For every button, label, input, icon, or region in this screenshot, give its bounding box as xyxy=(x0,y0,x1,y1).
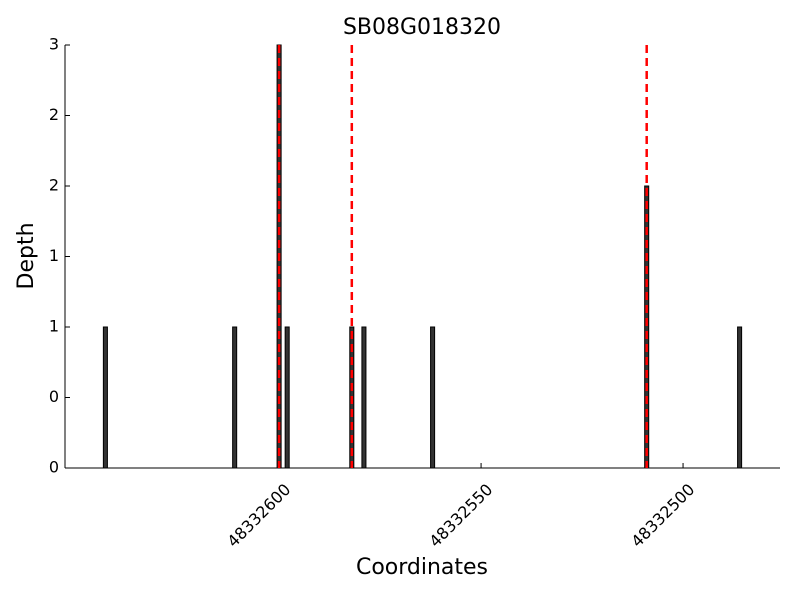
chart-title: SB08G018320 xyxy=(343,15,501,40)
y-tick-label: 0 xyxy=(49,458,59,477)
x-axis-label: Coordinates xyxy=(356,555,488,580)
y-tick-label: 2 xyxy=(49,176,59,195)
bar xyxy=(737,326,743,469)
bar xyxy=(102,326,108,469)
y-tick-label: 1 xyxy=(49,317,59,336)
y-tick-label: 0 xyxy=(49,387,59,406)
x-tick-label: 48332600 xyxy=(223,480,294,551)
x-tick-label: 48332550 xyxy=(425,480,496,551)
y-axis-label: Depth xyxy=(14,222,39,289)
bar xyxy=(361,326,367,469)
bar xyxy=(430,326,436,469)
y-tick-label: 1 xyxy=(49,246,59,265)
y-tick-label: 2 xyxy=(49,105,59,124)
bar xyxy=(232,326,238,469)
bar xyxy=(284,326,290,469)
y-tick-label: 3 xyxy=(49,35,59,54)
x-tick-label: 48332500 xyxy=(627,480,698,551)
